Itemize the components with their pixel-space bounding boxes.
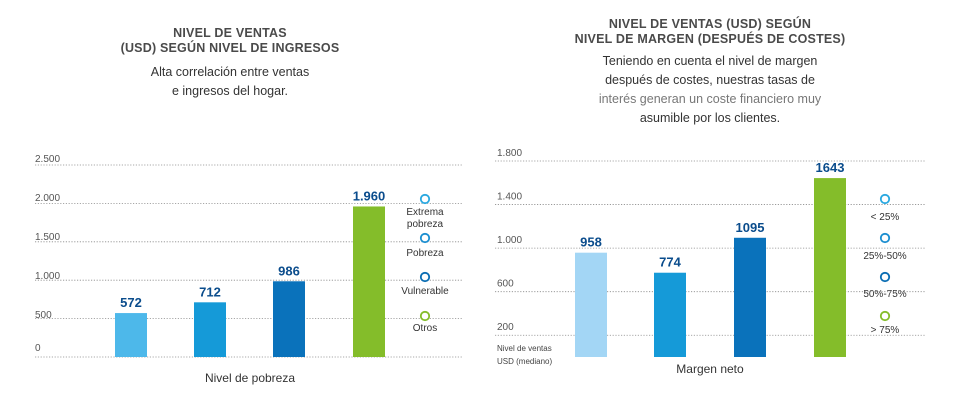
right-chart-title: NIVEL DE VENTAS (USD) SEGÚN NIVEL DE MAR…: [570, 17, 850, 47]
left-legend-marker-icon: [419, 232, 431, 244]
right-subtitle-line3: interés generan un coste financiero muy: [598, 92, 822, 106]
left-bar-value-label: 712: [199, 284, 221, 299]
left-bar-value-label: 1.960: [353, 188, 386, 203]
right-y-tick-label: 1.000: [497, 235, 522, 246]
left-title-line2: (USD) SEGÚN NIVEL DE INGRESOS: [120, 41, 340, 55]
left-y-tick-label: 2.000: [35, 193, 60, 204]
left-bar-1: [194, 302, 226, 357]
right-bar-3: [814, 178, 846, 357]
left-bar-0: [115, 313, 147, 357]
right-y-tick-label: 1.800: [497, 148, 522, 159]
left-y-tick-label: 1.500: [35, 232, 60, 243]
left-bar-value-label: 986: [278, 263, 300, 278]
right-legend-marker-icon: [879, 193, 891, 205]
left-chart-title: NIVEL DE VENTAS (USD) SEGÚN NIVEL DE ING…: [100, 26, 360, 56]
legend-label-50-75: 50%-75%: [863, 289, 906, 300]
legend-label-pobreza: Pobreza: [406, 248, 444, 259]
left-title-line1: NIVEL DE VENTAS: [173, 26, 287, 40]
right-y-tick-label: 600: [497, 279, 514, 290]
right-bar-0: [575, 252, 607, 357]
right-subtitle-line1: Teniendo en cuenta el nivel de margen: [602, 54, 818, 68]
right-subtitle-line4: asumible por los clientes.: [639, 111, 781, 125]
right-y-tick-label: 200: [497, 322, 514, 333]
right-chart-subtitle: Teniendo en cuenta el nivel de margen de…: [560, 52, 860, 128]
left-y-tick-label: 1.000: [35, 271, 60, 282]
left-x-axis-title: Nivel de pobreza: [205, 371, 295, 385]
right-legend-marker-icon: [879, 232, 891, 244]
right-bar-value-label: 774: [659, 255, 681, 270]
right-subtitle-line2: después de costes, nuestras tasas de: [605, 73, 815, 87]
right-legend-marker-icon: [879, 310, 891, 322]
left-chart-subtitle: Alta correlación entre ventas e ingresos…: [100, 63, 360, 101]
right-bar-1: [654, 272, 686, 357]
legend-label-gt75: > 75%: [871, 325, 900, 336]
left-y-tick-label: 500: [35, 310, 52, 321]
left-bar-3: [353, 206, 385, 357]
right-y-note-line1: Nivel de ventas: [497, 344, 552, 353]
left-bar-2: [273, 281, 305, 357]
legend-label-otros: Otros: [413, 323, 437, 334]
left-legend-marker-icon: [419, 271, 431, 283]
left-bar-value-label: 572: [120, 295, 142, 310]
right-y-note-line2: USD (mediano): [497, 357, 552, 366]
right-bar-value-label: 958: [580, 235, 602, 250]
right-bar-2: [734, 237, 766, 357]
legend-label-extrema-pobreza-line1: Extrema: [406, 207, 444, 218]
left-y-tick-label: 0: [35, 343, 41, 354]
left-legend-marker-icon: [419, 193, 431, 205]
right-x-axis-title: Margen neto: [676, 362, 744, 376]
left-subtitle-line1: Alta correlación entre ventas: [150, 65, 310, 79]
right-y-tick-label: 1.400: [497, 192, 522, 203]
right-legend-marker-icon: [879, 271, 891, 283]
right-title-line2: NIVEL DE MARGEN (DESPUÉS DE COSTES): [574, 32, 846, 46]
left-subtitle-line2: e ingresos del hogar.: [171, 84, 289, 98]
legend-label-extrema-pobreza-line2: pobreza: [407, 219, 444, 230]
right-title-line1: NIVEL DE VENTAS (USD) SEGÚN: [608, 17, 812, 31]
legend-label-vulnerable: Vulnerable: [401, 286, 449, 297]
left-legend-marker-icon: [419, 310, 431, 322]
right-bar-value-label: 1643: [816, 160, 845, 175]
legend-label-lt25: < 25%: [871, 212, 900, 223]
right-bar-value-label: 1095: [736, 220, 765, 235]
legend-label-25-50: 25%-50%: [863, 251, 906, 262]
left-y-tick-label: 2.500: [35, 154, 60, 165]
